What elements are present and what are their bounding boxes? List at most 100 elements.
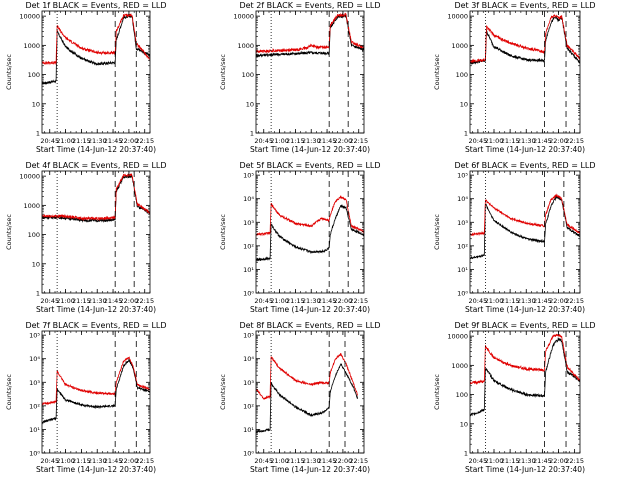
- panel-title: Det 4f BLACK = Events, RED = LLD: [25, 161, 166, 170]
- plot-frame: [41, 170, 151, 294]
- series-lld-line: [256, 353, 359, 400]
- y-tick-label: 10: [460, 420, 468, 428]
- x-tick-label: 21:00: [270, 457, 289, 465]
- panel-det-2f: Det 2f BLACK = Events, RED = LLD Counts/s…: [219, 1, 381, 154]
- panel-det-1f: Det 1f BLACK = Events, RED = LLD Counts/s…: [5, 1, 167, 154]
- x-tick-label: 21:00: [270, 297, 289, 305]
- x-tick-label: 21:15: [72, 297, 91, 305]
- x-tick-label: 21:15: [286, 297, 305, 305]
- x-tick-label: 20:45: [40, 137, 59, 145]
- y-tick-label: 10⁵: [29, 332, 40, 340]
- x-axis-label: Start Time (14-Jun-12 20:37:40): [465, 145, 585, 154]
- y-tick-label: 1: [36, 290, 40, 298]
- series-group: [256, 353, 359, 434]
- x-tick-label: 22:15: [135, 457, 154, 465]
- series-lld-line: [470, 14, 580, 63]
- y-tick-label: 1: [36, 130, 40, 138]
- x-tick-label: 21:45: [533, 457, 552, 465]
- x-tick-label: 21:15: [72, 137, 91, 145]
- x-tick-label: 22:15: [349, 137, 368, 145]
- y-tick-label: 10⁴: [457, 195, 468, 203]
- x-tick-label: 21:00: [485, 457, 504, 465]
- y-tick-label: 10¹: [243, 266, 254, 274]
- series-events-line: [256, 363, 359, 434]
- plot-frame: [255, 330, 365, 454]
- y-tick-label: 10000: [447, 13, 468, 21]
- y-tick-label: 10³: [243, 379, 254, 387]
- y-tick-label: 1000: [451, 42, 468, 50]
- series-lld-line: [42, 172, 150, 222]
- x-tick-label: 21:15: [501, 457, 520, 465]
- y-tick-label: 10³: [457, 219, 468, 227]
- y-tick-label: 10³: [29, 379, 40, 387]
- series-group: [42, 172, 150, 224]
- y-tick-label: 10⁰: [29, 450, 40, 458]
- x-tick-label: 21:30: [517, 137, 536, 145]
- y-axis-label: Counts/sec: [219, 214, 227, 250]
- y-axis-label: Counts/sec: [433, 214, 441, 250]
- y-tick-label: 1000: [451, 362, 468, 370]
- x-tick-label: 21:00: [270, 137, 289, 145]
- y-tick-label: 10¹: [243, 426, 254, 434]
- y-tick-label: 10000: [447, 333, 468, 341]
- y-tick-label: 10⁴: [29, 355, 40, 363]
- series-group: [42, 356, 150, 425]
- panel-det-3f: Det 3f BLACK = Events, RED = LLD Counts/s…: [433, 1, 596, 154]
- y-axis-label: Counts/sec: [5, 54, 13, 90]
- y-tick-label: 10000: [19, 13, 40, 21]
- panel-det-5f: Det 5f BLACK = Events, RED = LLD Counts/s…: [219, 161, 381, 314]
- x-tick-label: 21:45: [318, 457, 337, 465]
- y-tick-label: 10⁰: [457, 290, 468, 298]
- x-tick-label: 21:30: [517, 297, 536, 305]
- series-events-line: [470, 15, 580, 65]
- x-tick-label: 22:15: [135, 297, 154, 305]
- x-tick-label: 22:00: [120, 137, 139, 145]
- y-tick-label: 100: [28, 71, 40, 79]
- x-tick-label: 20:45: [469, 137, 488, 145]
- x-tick-label: 22:00: [334, 137, 353, 145]
- panel-title: Det 6f BLACK = Events, RED = LLD: [454, 161, 595, 170]
- y-tick-label: 10¹: [29, 426, 40, 434]
- y-tick-label: 10³: [243, 219, 254, 227]
- panel-det-6f: Det 6f BLACK = Events, RED = LLD Counts/s…: [433, 161, 596, 314]
- x-tick-label: 21:45: [318, 297, 337, 305]
- panel-title: Det 8f BLACK = Events, RED = LLD: [239, 321, 380, 330]
- plot-frame: [469, 10, 581, 134]
- x-tick-label: 20:45: [40, 297, 59, 305]
- x-tick-label: 22:00: [334, 297, 353, 305]
- x-tick-label: 21:15: [501, 137, 520, 145]
- series-group: [470, 193, 580, 260]
- y-tick-label: 10: [32, 100, 40, 108]
- panel-title: Det 3f BLACK = Events, RED = LLD: [454, 1, 595, 10]
- panel-det-7f: Det 7f BLACK = Events, RED = LLD Counts/s…: [5, 321, 167, 474]
- x-tick-label: 21:45: [104, 297, 123, 305]
- x-tick-label: 20:45: [254, 297, 273, 305]
- x-tick-label: 20:45: [469, 457, 488, 465]
- x-tick-label: 21:30: [302, 297, 321, 305]
- y-tick-label: 100: [456, 71, 468, 79]
- x-tick-label: 21:45: [104, 137, 123, 145]
- y-tick-label: 1: [464, 450, 468, 458]
- y-axis-label: Counts/sec: [219, 374, 227, 410]
- x-axis-label: Start Time (14-Jun-12 20:37:40): [36, 305, 156, 314]
- x-tick-label: 21:15: [501, 297, 520, 305]
- series-lld-line: [42, 12, 150, 66]
- y-tick-label: 1: [250, 130, 254, 138]
- x-axis-label: Start Time (14-Jun-12 20:37:40): [36, 465, 156, 474]
- series-group: [42, 12, 150, 85]
- y-tick-label: 1000: [23, 42, 40, 50]
- y-tick-label: 10000: [233, 13, 254, 21]
- x-tick-label: 21:00: [56, 297, 75, 305]
- x-tick-label: 22:00: [549, 137, 568, 145]
- y-tick-label: 1000: [237, 42, 254, 50]
- x-axis-label: Start Time (14-Jun-12 20:37:40): [465, 305, 585, 314]
- y-tick-label: 10⁵: [243, 332, 254, 340]
- y-tick-label: 10: [32, 260, 40, 268]
- x-tick-label: 22:00: [549, 297, 568, 305]
- x-axis-label: Start Time (14-Jun-12 20:37:40): [465, 465, 585, 474]
- y-tick-label: 10: [246, 100, 254, 108]
- plot-frame: [469, 170, 581, 294]
- panel-title: Det 9f BLACK = Events, RED = LLD: [454, 321, 595, 330]
- y-tick-label: 10⁰: [243, 450, 254, 458]
